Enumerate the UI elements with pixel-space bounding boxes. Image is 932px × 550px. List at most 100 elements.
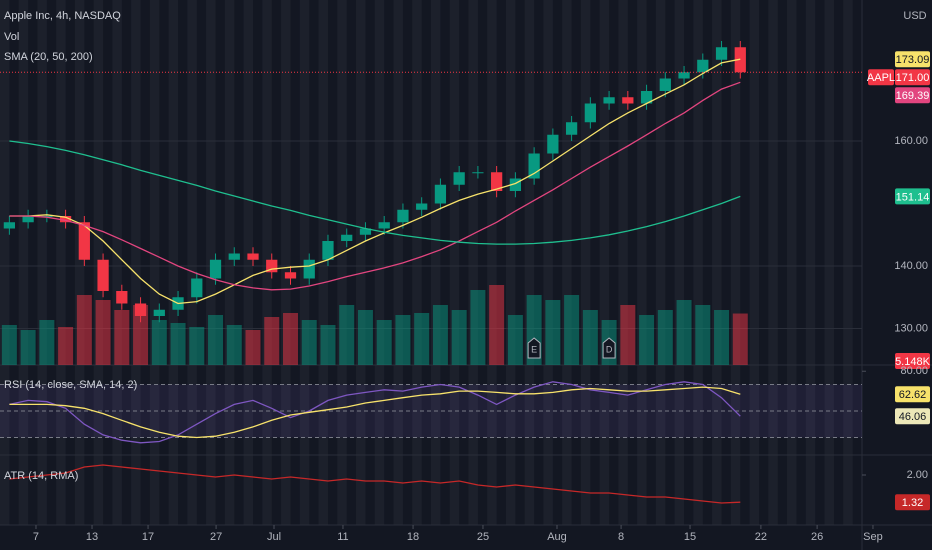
volume-bar [489, 285, 505, 365]
x-tick-label: 27 [210, 531, 222, 543]
volume-bar [732, 313, 748, 365]
volume-bar [695, 305, 711, 365]
x-tick-label: Sep [863, 531, 883, 543]
candle-body [247, 253, 259, 260]
y-tick-label: 80.00 [900, 365, 928, 377]
sma-value-label-box [895, 51, 930, 68]
candle-body [266, 259, 278, 273]
chart-title: Apple Inc, 4h, NASDAQ [4, 10, 121, 22]
candle-body [509, 178, 522, 191]
symbol-label-box [868, 69, 894, 86]
x-tick-label: Aug [547, 531, 567, 543]
volume-bar [151, 320, 167, 365]
candle-body [97, 259, 109, 291]
volume-bar [657, 310, 673, 365]
rsi-value-label: 62.62 [899, 389, 927, 401]
volume-bar [76, 295, 92, 365]
rsi-value-label-box [895, 408, 930, 425]
x-tick-label: 13 [86, 531, 98, 543]
volume-bar [414, 313, 430, 365]
candle-body [678, 72, 690, 79]
candle-body [622, 97, 634, 104]
candle-body [209, 259, 222, 279]
candle-body [397, 209, 409, 223]
candle-body [472, 172, 484, 174]
sma-line [9, 140, 741, 245]
rsi-legend: RSI (14, close, SMA, 14, 2) [4, 379, 137, 391]
candle-body [341, 234, 353, 241]
candle-body [22, 216, 34, 223]
event-marker [527, 337, 541, 359]
candle-body [3, 222, 15, 229]
sma-value-label-box [895, 87, 930, 104]
volume-bar [58, 327, 74, 365]
volume-bar [451, 310, 467, 365]
volume-bar [170, 323, 186, 365]
candle-body [659, 78, 671, 91]
volume-bar [357, 310, 373, 365]
volume-bar [545, 300, 561, 365]
candle-body [697, 59, 709, 73]
volume-bar [582, 310, 598, 365]
volume-bar [507, 315, 523, 365]
candle-body [41, 216, 53, 217]
x-tick-label: 15 [684, 531, 696, 543]
last-price-label: 171.00 [896, 72, 930, 84]
symbol-label: AAPL [867, 72, 895, 84]
last-price-label-box [895, 69, 930, 86]
x-tick-label: 11 [337, 531, 348, 543]
volume-bar [320, 325, 336, 365]
atr-value-label-box [895, 494, 930, 511]
x-tick-label: 22 [755, 531, 767, 543]
candle-body [153, 309, 165, 316]
volume-bar [226, 325, 242, 365]
x-tick-label: Jul [267, 531, 281, 543]
y-tick-label: 140.00 [894, 260, 928, 272]
y-tick-label: 2.00 [907, 469, 928, 481]
volume-bar [714, 310, 730, 365]
volume-bar [133, 305, 149, 365]
indicator-line [9, 381, 741, 444]
y-tick-label: 160.00 [894, 135, 928, 147]
candle-body [59, 216, 72, 223]
candle-body [134, 303, 147, 316]
candle-body [565, 122, 578, 135]
volume-bar [1, 325, 17, 365]
volume-bar [620, 305, 636, 365]
event-label: D [606, 344, 613, 354]
candle-body [528, 153, 540, 179]
sma-value-label: 151.14 [896, 191, 930, 203]
candle-body [116, 291, 128, 304]
volume-bar [20, 330, 36, 365]
x-tick-label: 17 [142, 531, 154, 543]
candle-body [78, 222, 90, 260]
candle-body [416, 203, 428, 210]
x-tick-label: 7 [33, 531, 39, 543]
event-label: E [531, 344, 537, 354]
candle-body [547, 134, 559, 154]
candle-body [322, 241, 334, 260]
candle-body [191, 278, 203, 298]
volume-bar [282, 313, 298, 365]
volume-bar [114, 310, 130, 365]
x-tick-label: 25 [477, 531, 489, 543]
volume-value-label: 5.148K [895, 356, 931, 368]
candle-body [453, 172, 465, 185]
rsi-value-label-box [895, 386, 930, 403]
volume-value-label-box [895, 353, 930, 369]
candle-body [378, 222, 390, 229]
volume-bar [470, 290, 486, 365]
volume-bar [639, 315, 655, 365]
currency-label: USD [903, 10, 926, 22]
rsi-value-label: 46.06 [899, 411, 927, 423]
volume-bar [376, 320, 392, 365]
candle-body [603, 97, 615, 104]
atr-value-label: 1.32 [902, 497, 923, 509]
volume-bar [39, 320, 55, 365]
volume-legend: Vol [4, 31, 19, 43]
x-tick-label: 8 [618, 531, 624, 543]
sma-value-label: 169.39 [896, 90, 930, 102]
sma-legend: SMA (20, 50, 200) [4, 51, 93, 63]
volume-bar [432, 305, 448, 365]
